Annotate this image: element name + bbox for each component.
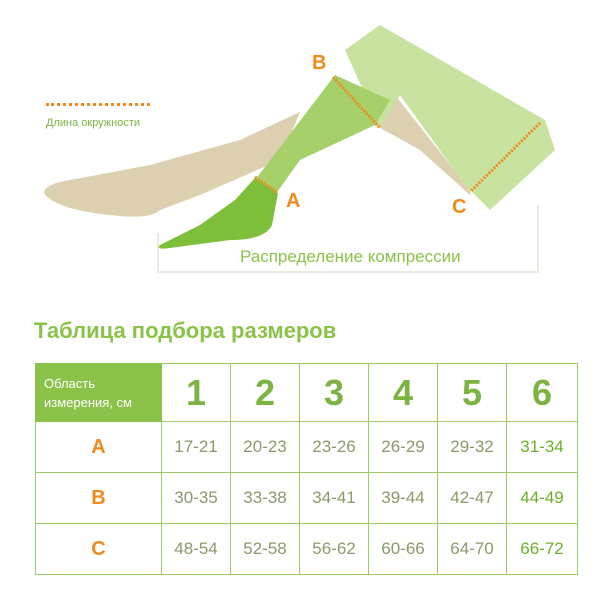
row-label: C	[35, 523, 162, 575]
stocking-thigh	[345, 25, 555, 210]
marker-b: B	[312, 52, 327, 74]
table-cell: 30-35	[161, 472, 231, 524]
table-cell: 29-32	[437, 421, 507, 473]
stocking-calf	[255, 75, 390, 195]
compression-bracket	[157, 205, 539, 273]
size-6: 6	[506, 363, 578, 422]
table-cell: 26-29	[368, 421, 438, 473]
table-row: C 48-54 52-58 56-62 60-66 64-70 66-72	[35, 523, 578, 575]
table-title: Таблица подбора размеров	[34, 318, 337, 343]
size-5: 5	[437, 363, 507, 422]
table-cell: 33-38	[230, 472, 300, 524]
legend-label: Длина окружности	[46, 117, 141, 129]
table-row: B 30-35 33-38 34-41 39-44 42-47 44-49	[35, 472, 578, 524]
header-label: Область измерения, см	[35, 363, 162, 422]
measure-line-b	[331, 75, 382, 130]
bare-leg	[44, 112, 301, 217]
marker-c: C	[452, 196, 467, 218]
table-cell: 56-62	[299, 523, 369, 575]
table-cell: 42-47	[437, 472, 507, 524]
leg-diagram	[44, 25, 555, 273]
table-cell: 64-70	[437, 523, 507, 575]
bare-calf	[375, 95, 470, 195]
table-header-row: Область измерения, см 1 2 3 4 5 6	[35, 363, 578, 422]
size-3: 3	[299, 363, 369, 422]
table-row: A 17-21 20-23 23-26 26-29 29-32 31-34	[35, 421, 578, 473]
size-4: 4	[368, 363, 438, 422]
size-2: 2	[230, 363, 300, 422]
table-cell: 34-41	[299, 472, 369, 524]
marker-a: A	[286, 190, 301, 212]
table-cell: 66-72	[506, 523, 578, 575]
table-cell: 48-54	[161, 523, 231, 575]
row-label: B	[35, 472, 162, 524]
stocking-foot	[158, 178, 278, 249]
size-table: Область измерения, см 1 2 3 4 5 6 A 17-2…	[35, 363, 578, 575]
row-label: A	[35, 421, 162, 473]
table-cell: 39-44	[368, 472, 438, 524]
compression-caption: Распределение компрессии	[240, 247, 461, 266]
table-cell: 23-26	[299, 421, 369, 473]
measure-line-c	[468, 121, 542, 194]
size-1: 1	[161, 363, 231, 422]
table-cell: 31-34	[506, 421, 578, 473]
table-cell: 60-66	[368, 523, 438, 575]
table-cell: 52-58	[230, 523, 300, 575]
legend-dotted-line	[46, 103, 150, 106]
measure-line-a	[254, 175, 279, 195]
table-cell: 20-23	[230, 421, 300, 473]
table-cell: 17-21	[161, 421, 231, 473]
table-cell: 44-49	[506, 472, 578, 524]
